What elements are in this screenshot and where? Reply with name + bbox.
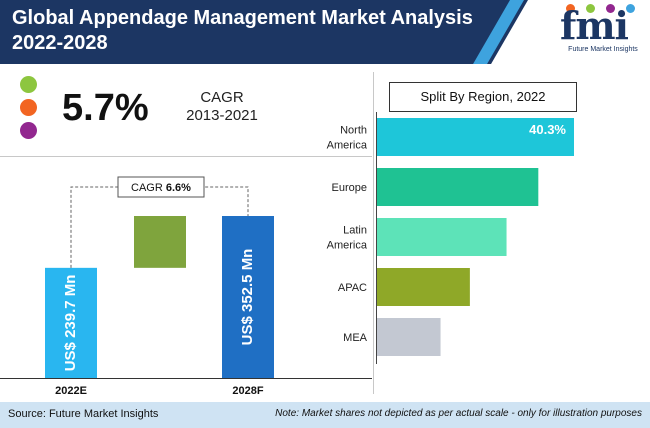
logo-dot-icon <box>566 4 575 13</box>
region-category-line: North <box>340 125 367 137</box>
value-axis-tick: 2022E <box>55 385 87 397</box>
purple-dot-icon <box>20 122 37 139</box>
region-bar <box>377 268 470 306</box>
orange-dot-icon <box>20 99 37 116</box>
region-category-label: MEA <box>343 332 368 344</box>
region-category-line: MEA <box>343 332 368 344</box>
region-category-line: America <box>327 240 368 252</box>
region-category-label: Latin America <box>327 225 368 252</box>
section-divider-horizontal <box>0 156 372 157</box>
value-bar <box>222 216 274 378</box>
cagr-annotation-value: 6.6% <box>166 182 191 194</box>
green-dot-icon <box>20 76 37 93</box>
region-category-line: America <box>327 140 368 152</box>
section-divider-vertical <box>373 72 374 394</box>
growth-connector-block <box>134 216 186 268</box>
value-axis-tick: 2028F <box>232 385 263 397</box>
footer-bar: Source: Future Market Insights Note: Mar… <box>0 402 650 428</box>
region-category-line: APAC <box>338 282 367 294</box>
fmi-logo: fmi Future Market Insights <box>560 4 646 60</box>
logo-dot-icon <box>626 4 635 13</box>
logo-wordmark: fmi <box>560 3 629 48</box>
logo-subtitle: Future Market Insights <box>568 46 638 53</box>
logo-dot-icon <box>606 4 615 13</box>
region-category-label: North America <box>327 125 368 152</box>
source-text: Source: Future Market Insights <box>8 408 159 420</box>
value-bar <box>45 267 97 378</box>
region-category-label: APAC <box>338 282 367 294</box>
cagr-annotation-label: CAGR <box>131 182 166 194</box>
footer-note: Note: Market shares not depicted as per … <box>275 408 642 419</box>
region-data-label: 40.3% <box>529 122 566 137</box>
region-bar <box>377 318 441 356</box>
value-bar-label: US$ 239.7 Mn <box>62 275 79 372</box>
header-banner: Global Appendage Management Market Analy… <box>0 0 650 64</box>
cagr-annotation: CAGR 6.6% <box>131 182 191 194</box>
region-bar <box>377 118 574 156</box>
cagr-value: 5.7% <box>62 87 149 129</box>
region-chart-title: Split By Region, 2022 <box>389 82 577 112</box>
region-category-line: Latin <box>343 225 367 237</box>
region-category-line: Europe <box>332 182 367 194</box>
region-bar <box>377 218 507 256</box>
region-bar <box>377 168 539 206</box>
region-category-label: Europe <box>332 182 367 194</box>
page-title: Global Appendage Management Market Analy… <box>12 7 473 54</box>
value-bar-label: US$ 352.5 Mn <box>239 249 256 346</box>
cagr-label: CAGR <box>200 89 244 106</box>
cagr-label-block: CAGR 2013-2021 <box>172 89 272 125</box>
logo-dot-icon <box>586 4 595 13</box>
cagr-annotation-box <box>117 176 205 198</box>
region-split-chart: North America 40.3% Europe Latin America APAC M… <box>327 112 574 364</box>
market-value-chart: US$ 239.7 Mn 2022E US$ 352.5 Mn 2028F CAGR 6… <box>0 176 372 397</box>
cagr-period: 2013-2021 <box>186 107 258 124</box>
cagr-bracket <box>70 186 249 268</box>
